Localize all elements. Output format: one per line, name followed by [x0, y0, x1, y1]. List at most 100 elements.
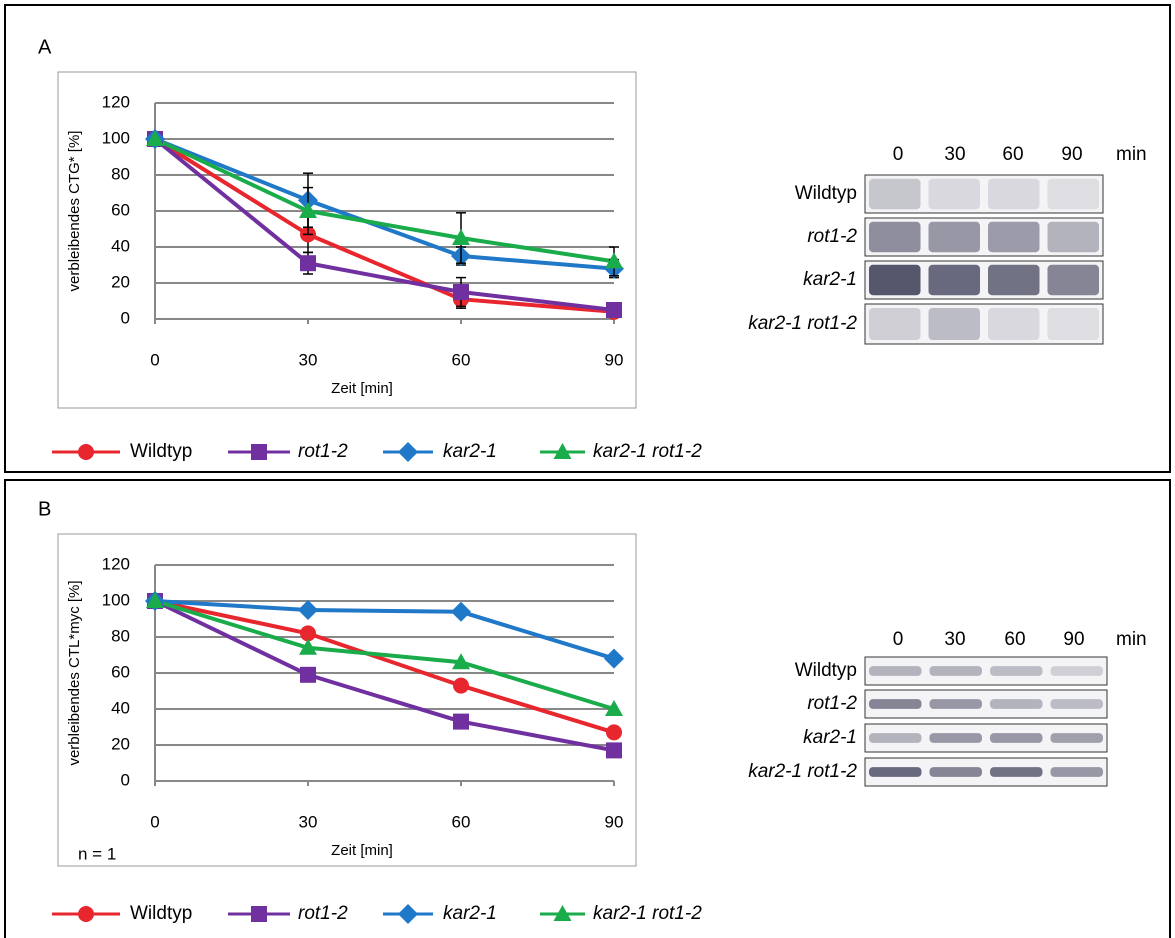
blot-band — [869, 265, 921, 295]
marker — [451, 602, 471, 622]
x-tick-label: 0 — [150, 812, 159, 831]
y-tick-label: 40 — [111, 236, 130, 255]
blot-band — [988, 265, 1040, 295]
row-label: rot1-2 — [807, 693, 857, 714]
blot-band — [929, 222, 981, 252]
marker — [453, 284, 469, 300]
blot-band — [1051, 666, 1104, 676]
series-line — [155, 139, 614, 261]
x-tick-label: 0 — [150, 350, 159, 369]
blot-band — [869, 699, 922, 709]
blot-band — [929, 179, 981, 209]
lane-label: 90 — [1063, 629, 1084, 650]
blot-band — [930, 733, 983, 743]
lane-label: 60 — [1002, 144, 1023, 165]
legend-label: kar2-1 — [443, 903, 497, 924]
row-label: kar2-1 — [803, 269, 857, 290]
marker — [300, 255, 316, 271]
lane-unit: min — [1116, 629, 1147, 650]
blot-band — [930, 767, 983, 777]
row-label: rot1-2 — [807, 226, 857, 247]
blot-band — [990, 733, 1043, 743]
y-tick-label: 20 — [111, 272, 130, 291]
blot-band — [1048, 222, 1100, 252]
y-axis-title: verbleibendes CTL*myc [%] — [66, 580, 83, 765]
blot-band — [930, 666, 983, 676]
y-tick-label: 80 — [111, 626, 130, 645]
blot-band — [869, 222, 921, 252]
marker — [251, 906, 267, 922]
y-tick-label: 60 — [111, 200, 130, 219]
blot-band — [869, 308, 921, 340]
marker — [453, 678, 469, 694]
row-label: kar2-1 rot1-2 — [748, 313, 857, 334]
row-label: Wildtyp — [795, 660, 857, 681]
series-line — [155, 601, 614, 659]
y-tick-label: 60 — [111, 662, 130, 681]
lane-label: 60 — [1004, 629, 1025, 650]
y-tick-label: 80 — [111, 164, 130, 183]
y-axis-title: verbleibendes CTG* [%] — [66, 131, 83, 292]
figure: A 0 20 40 60 80 100 120 0 30 60 90 Zeit [min] verblei… — [0, 0, 1175, 938]
legend-label: kar2-1 rot1-2 — [593, 903, 702, 924]
legend-label: rot1-2 — [298, 903, 348, 924]
blot-band — [1048, 265, 1100, 295]
blot-band — [869, 666, 922, 676]
x-axis-title: Zeit [min] — [331, 380, 393, 397]
blot-band — [929, 308, 981, 340]
blot-band — [988, 308, 1040, 340]
legend-label: kar2-1 — [443, 441, 497, 462]
y-tick-label: 0 — [121, 308, 130, 327]
blot-band — [1048, 179, 1100, 209]
y-tick-label: 40 — [111, 698, 130, 717]
x-axis-title: Zeit [min] — [331, 842, 393, 859]
blot-band — [988, 222, 1040, 252]
blot-band — [929, 265, 981, 295]
blot-band — [988, 179, 1040, 209]
marker — [251, 444, 267, 460]
lane-label: 30 — [944, 144, 965, 165]
legend-label: Wildtyp — [130, 903, 192, 924]
blot-band — [1051, 767, 1104, 777]
marker — [300, 667, 316, 683]
legend-label: rot1-2 — [298, 441, 348, 462]
y-tick-label: 120 — [102, 554, 130, 573]
blot-band — [990, 767, 1043, 777]
plot-frame — [58, 534, 636, 866]
annotation: n = 1 — [78, 844, 116, 863]
y-tick-label: 0 — [121, 770, 130, 789]
row-label: kar2-1 — [803, 727, 857, 748]
marker — [604, 649, 624, 669]
x-tick-label: 30 — [299, 350, 318, 369]
row-label: kar2-1 rot1-2 — [748, 761, 857, 782]
blot-band — [1051, 699, 1104, 709]
marker — [606, 742, 622, 758]
blot-band — [1048, 308, 1100, 340]
blot-band — [990, 699, 1043, 709]
x-tick-label: 60 — [452, 350, 471, 369]
lane-label: 90 — [1061, 144, 1082, 165]
panel-label: B — [38, 498, 51, 520]
blot-band — [869, 179, 921, 209]
lane-label: 30 — [944, 629, 965, 650]
y-tick-label: 20 — [111, 734, 130, 753]
blot-band — [869, 733, 922, 743]
x-tick-label: 90 — [605, 350, 624, 369]
panel-label: A — [38, 36, 52, 58]
x-tick-label: 60 — [452, 812, 471, 831]
marker — [78, 906, 94, 922]
legend-label: Wildtyp — [130, 441, 192, 462]
blot-band — [869, 767, 922, 777]
marker — [606, 724, 622, 740]
y-tick-label: 120 — [102, 92, 130, 111]
row-label: Wildtyp — [795, 183, 857, 204]
blot-band — [990, 666, 1043, 676]
marker — [398, 904, 418, 924]
legend-label: kar2-1 rot1-2 — [593, 441, 702, 462]
marker — [606, 302, 622, 318]
lane-label: 0 — [893, 144, 904, 165]
marker — [398, 442, 418, 462]
blot-band — [1051, 733, 1104, 743]
y-tick-label: 100 — [102, 128, 130, 147]
marker — [78, 444, 94, 460]
